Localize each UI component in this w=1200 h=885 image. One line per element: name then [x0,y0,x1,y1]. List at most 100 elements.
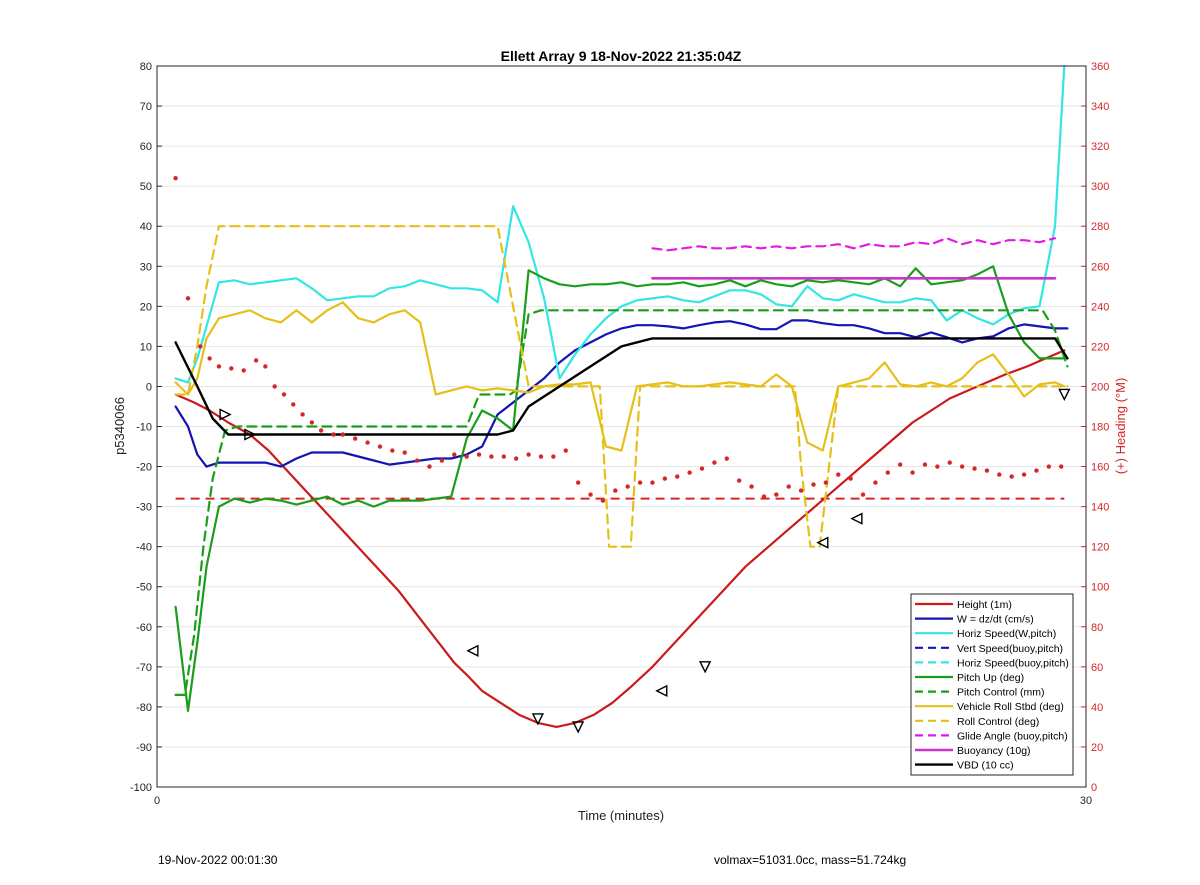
heading-dot [650,480,655,485]
legend-label-8: Roll Control (deg) [957,716,1039,728]
height-marker [816,536,829,549]
heading-dot [526,452,531,457]
heading-dot [910,470,915,475]
heading-dot [798,488,804,493]
y-axis-right-label: (+) Heading (°M) [1113,378,1128,475]
y-right-tick-label: 60 [1091,662,1103,674]
height-marker [466,644,479,657]
legend-label-0: Height (1m) [957,599,1012,611]
y-right-tick-label: 260 [1091,261,1109,273]
heading-dot [786,484,791,489]
y-right-tick-label: 140 [1091,502,1109,514]
heading-dot [1034,468,1039,473]
y-axis-left: 80 70 60 50 40 30 20 10 0 -10 -20 -30 -40 -50 -60 -70 -8… [130,61,162,794]
y-tick-label: -80 [136,702,152,714]
legend-label-5: Pitch Up (deg) [957,672,1024,684]
y-tick-label: -40 [136,542,152,554]
heading-dot [823,480,829,485]
y-tick-label: -100 [130,782,152,794]
heading-dot [352,436,358,441]
x-axis: 0 30 [154,782,1092,807]
heading-dot [935,464,940,469]
y-tick-label: -70 [136,662,152,674]
heading-dot [736,478,742,483]
heading-dot [712,460,717,465]
legend-label-2: Horiz Speed(W,pitch) [957,628,1056,640]
series-line-11 [174,337,1069,436]
heading-dot [699,466,705,471]
y-right-tick-label: 0 [1091,782,1097,794]
y-right-tick-label: 280 [1091,221,1109,233]
legend-label-11: VBD (10 cc) [957,760,1014,772]
legend-label-7: Vehicle Roll Stbd (deg) [957,701,1064,713]
heading-dot [774,492,779,497]
heading-dot [427,464,432,469]
heading-dot [1009,474,1014,479]
heading-dot [300,412,305,417]
heading-dot [898,462,903,467]
heading-dot [1021,472,1027,477]
heading-dot [724,456,729,461]
y-tick-label: 50 [140,181,152,193]
heading-dot [207,356,212,361]
x-tick-label: 30 [1080,795,1092,807]
legend-box [910,593,1074,776]
heading-dot [836,472,841,477]
y-right-tick-label: 100 [1091,582,1109,594]
heading-dot [309,420,315,425]
heading-dot [984,468,990,473]
heading-dot [1059,464,1064,469]
series-line-5 [174,265,1069,713]
y-tick-label: 40 [140,221,152,233]
y-right-tick-label: 160 [1091,462,1109,474]
y-tick-label: 70 [140,101,152,113]
heading-dot [675,474,680,479]
heading-dot [551,454,556,459]
heading-dot [538,454,544,459]
y-axis-label: p5340066 [112,397,127,455]
heading-dot [687,470,692,475]
y-tick-label: -10 [136,422,152,434]
heading-dot [811,482,816,487]
plot-area-frame [156,65,1087,788]
heading-dot [272,384,277,389]
heading-dot [613,488,618,493]
y-tick-label: 10 [140,341,152,353]
y-right-tick-label: 200 [1091,381,1109,393]
footer-timestamp: 19-Nov-2022 00:01:30 [158,853,278,867]
height-marker [531,713,545,726]
heading-dot [885,470,891,475]
series-line-1 [174,319,1069,468]
height-marker [219,408,232,421]
heading-dot [972,466,977,471]
y-right-tick-label: 340 [1091,101,1109,113]
legend-label-1: W = dz/dt (cm/s) [957,614,1034,626]
legend-label-3: Vert Speed(buoy,pitch) [957,643,1063,655]
heading-dot [340,432,345,437]
y-right-tick-label: 360 [1091,61,1109,73]
height-marker [572,721,585,734]
y-tick-label: -60 [136,622,152,634]
heading-dot [959,464,965,469]
heading-dot [185,296,191,301]
series-line-6 [174,309,1069,697]
y-right-tick-label: 300 [1091,181,1109,193]
height-marker [698,661,712,674]
heading-dot [947,460,952,465]
heading-dot [514,456,519,461]
y-tick-label: 20 [140,301,152,313]
y-tick-label: -90 [136,742,152,754]
heading-dot [173,175,178,181]
y-tick-label: 0 [146,381,152,393]
heading-dot [563,448,568,453]
series-line-0 [174,349,1066,729]
height-marker [244,428,257,441]
heading-dot [662,476,668,481]
legend-label-9: Glide Angle (buoy,pitch) [957,730,1068,742]
height-marker [850,512,863,525]
y-right-tick-label: 120 [1091,542,1109,554]
y-right-tick-label: 180 [1091,422,1109,434]
heading-dot [241,368,246,373]
heading-dot [318,428,324,433]
